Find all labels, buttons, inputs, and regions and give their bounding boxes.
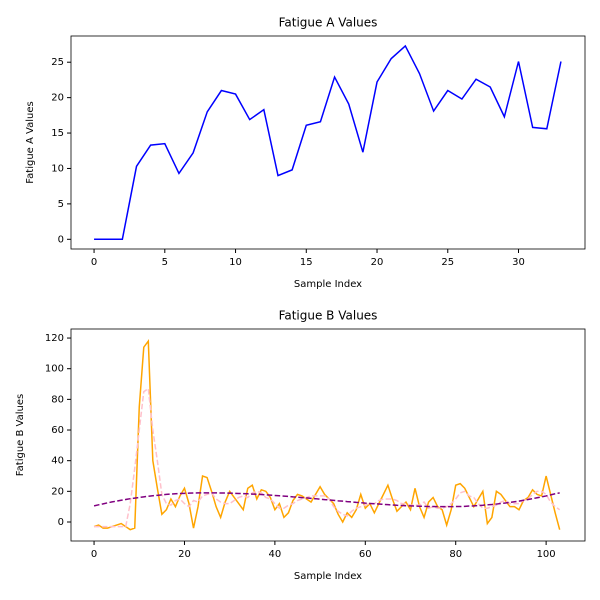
x-tick-label: 20 <box>371 257 384 268</box>
x-tick-label: 0 <box>91 257 97 268</box>
y-tick-label: 5 <box>58 199 64 210</box>
x-tick-label: 25 <box>441 257 454 268</box>
y-tick-label: 25 <box>51 57 64 68</box>
y-axis-label: Fatigue B Values <box>15 394 26 476</box>
data-line <box>93 492 560 508</box>
y-tick-label: 0 <box>58 234 64 245</box>
y-tick-label: 60 <box>51 425 64 436</box>
plot-frame <box>70 35 586 250</box>
x-tick-label: 40 <box>269 549 282 560</box>
y-tick-label: 80 <box>51 394 64 405</box>
x-axis-label: Sample Index <box>294 279 362 290</box>
y-tick-label: 40 <box>51 456 64 467</box>
y-tick-label: 10 <box>51 163 64 174</box>
chart-title: Fatigue B Values <box>279 309 378 323</box>
x-tick-label: 0 <box>91 549 97 560</box>
y-tick-label: 120 <box>45 333 64 344</box>
y-axis-label: Fatigue A Values <box>25 101 36 183</box>
plot-frame <box>70 328 586 542</box>
x-tick-label: 20 <box>178 549 191 560</box>
x-tick-label: 100 <box>537 549 556 560</box>
x-tick-label: 80 <box>449 549 462 560</box>
x-tick-label: 30 <box>512 257 525 268</box>
x-tick-label: 10 <box>229 257 242 268</box>
x-tick-label: 15 <box>300 257 313 268</box>
data-line <box>94 387 561 528</box>
y-tick-label: 15 <box>51 128 64 139</box>
data-line <box>93 338 561 531</box>
x-tick-label: 60 <box>359 549 372 560</box>
x-tick-label: 5 <box>162 257 168 268</box>
y-tick-label: 20 <box>51 486 64 497</box>
x-axis-label: Sample Index <box>294 571 362 582</box>
y-tick-label: 20 <box>51 93 64 104</box>
data-line <box>94 44 562 241</box>
chart-title: Fatigue A Values <box>279 16 378 30</box>
y-tick-label: 100 <box>45 364 64 375</box>
y-tick-label: 0 <box>58 517 64 528</box>
